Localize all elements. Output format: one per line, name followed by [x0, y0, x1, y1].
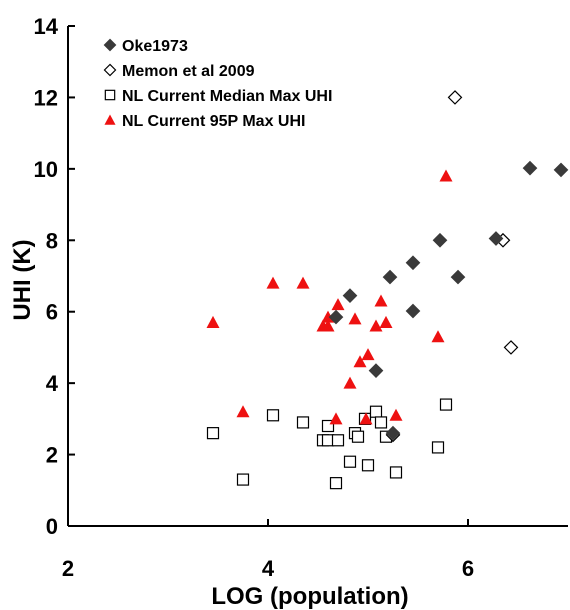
- x-tick-label: 4: [262, 556, 275, 581]
- data-point: [553, 162, 569, 178]
- data-point: [447, 90, 463, 105]
- data-point: [321, 419, 335, 433]
- legend-marker: [103, 63, 117, 77]
- x-tick-label: 6: [462, 556, 474, 581]
- data-point: [382, 269, 398, 285]
- data-point: [348, 312, 362, 325]
- x-axis-title: LOG (population): [211, 583, 408, 610]
- y-tick-label: 4: [46, 371, 59, 396]
- data-point: [321, 319, 335, 332]
- data-point: [361, 348, 375, 361]
- data-point: [405, 255, 421, 271]
- legend-marker: [103, 38, 117, 52]
- legend: Oke1973 Memon et al 2009 NL Current Median…: [103, 38, 332, 130]
- data-point: [368, 363, 384, 378]
- data-point: [389, 466, 403, 479]
- y-tick-label: 10: [34, 157, 58, 182]
- y-tick-label: 6: [46, 300, 58, 325]
- data-point: [369, 405, 383, 418]
- series-4: [206, 169, 453, 425]
- data-point: [369, 319, 383, 332]
- data-point: [206, 427, 220, 440]
- data-point: [503, 340, 519, 355]
- data-point: [266, 276, 280, 289]
- data-point: [351, 430, 365, 443]
- data-point: [405, 303, 421, 319]
- legend-label: Oke1973: [122, 38, 188, 55]
- data-point: [329, 412, 343, 425]
- data-point: [296, 276, 310, 289]
- series-2: [385, 90, 519, 443]
- y-tick-label: 14: [34, 14, 59, 39]
- data-point: [359, 412, 373, 425]
- x-axis: 2 4 6: [62, 519, 474, 581]
- data-point: [266, 409, 280, 422]
- legend-marker: [104, 89, 116, 101]
- data-points: [206, 90, 569, 490]
- y-tick-label: 2: [46, 443, 58, 468]
- data-point: [385, 425, 401, 441]
- data-point: [439, 398, 453, 411]
- legend-label: Memon et al 2009: [122, 63, 255, 80]
- data-point: [450, 269, 466, 285]
- y-axis-title: UHI (K): [9, 239, 36, 320]
- data-point: [331, 298, 345, 311]
- data-point: [328, 309, 344, 325]
- data-point: [342, 288, 358, 303]
- series-1: [328, 160, 569, 441]
- data-point: [321, 434, 335, 447]
- plot-area: [67, 26, 568, 527]
- data-point: [236, 473, 250, 486]
- data-point: [329, 477, 343, 490]
- data-point: [361, 459, 375, 472]
- y-axis: 0 2 4 6 8 10 12 14: [34, 14, 75, 539]
- x-tick-label: 2: [62, 556, 74, 581]
- data-point: [206, 315, 220, 328]
- data-point: [488, 231, 504, 246]
- data-point: [431, 441, 445, 454]
- legend-marker: [104, 114, 116, 125]
- data-point: [374, 294, 388, 307]
- data-point: [343, 455, 357, 468]
- data-point: [374, 416, 388, 429]
- data-point: [432, 232, 448, 248]
- data-point: [343, 376, 357, 389]
- y-tick-label: 12: [34, 85, 58, 110]
- y-tick-label: 8: [46, 228, 58, 253]
- y-tick-label: 0: [46, 514, 58, 539]
- data-point: [379, 315, 393, 328]
- data-point: [439, 169, 453, 182]
- legend-label: NL Current 95P Max UHI: [122, 113, 305, 130]
- data-point: [236, 405, 250, 418]
- data-point: [331, 434, 345, 447]
- data-point: [353, 355, 367, 368]
- data-point: [389, 408, 403, 421]
- data-point: [296, 416, 310, 429]
- legend-label: NL Current Median Max UHI: [122, 88, 332, 105]
- data-point: [431, 330, 445, 343]
- data-point: [522, 160, 538, 176]
